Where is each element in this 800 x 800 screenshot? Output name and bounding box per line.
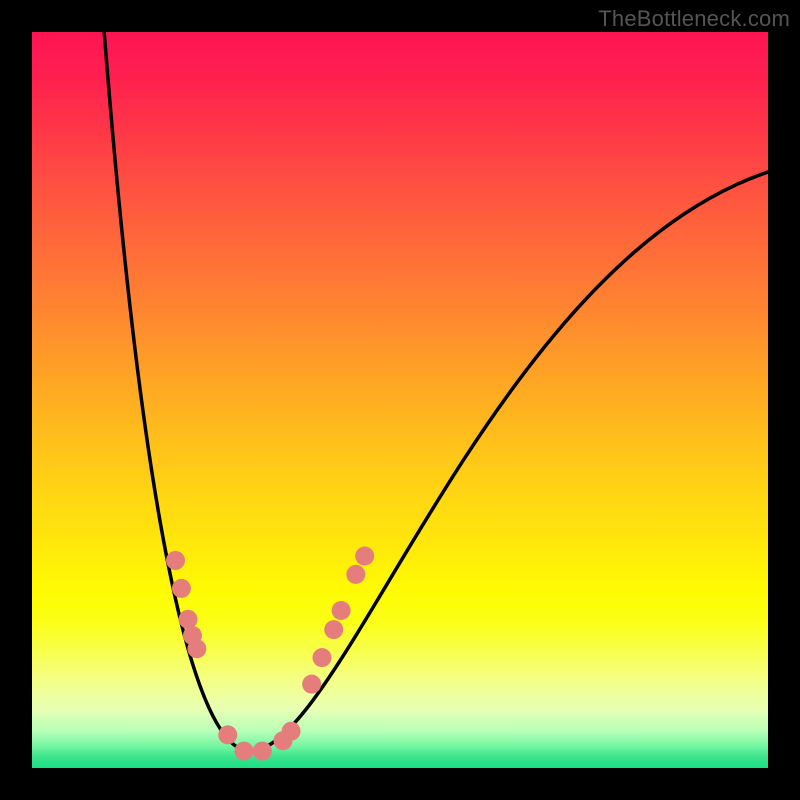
plot-area bbox=[32, 32, 768, 768]
data-marker bbox=[172, 579, 191, 598]
data-marker bbox=[166, 551, 185, 570]
data-marker bbox=[282, 722, 301, 741]
data-marker bbox=[218, 725, 237, 744]
data-marker bbox=[187, 639, 206, 658]
data-marker bbox=[332, 601, 351, 620]
data-marker bbox=[324, 620, 343, 639]
data-marker bbox=[234, 742, 253, 761]
watermark-text: TheBottleneck.com bbox=[598, 6, 790, 32]
data-marker bbox=[253, 742, 272, 761]
chart-root: TheBottleneck.com bbox=[0, 0, 800, 800]
data-marker bbox=[312, 648, 331, 667]
data-marker bbox=[179, 610, 198, 629]
data-marker bbox=[355, 547, 374, 566]
data-marker bbox=[302, 675, 321, 694]
data-marker bbox=[346, 565, 365, 584]
